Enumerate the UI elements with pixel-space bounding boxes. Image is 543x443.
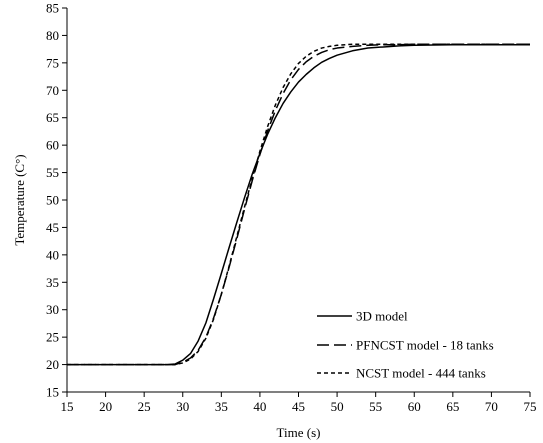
x-tick-label: 15: [61, 399, 74, 414]
y-tick-label: 20: [46, 357, 59, 372]
series-pfncst-model-line: [67, 43, 530, 366]
x-tick-label: 40: [253, 399, 266, 414]
y-tick-label: 35: [46, 275, 59, 290]
x-ticks: 15 20 25 30 35 40 45 50 55 60 65 70 75: [61, 392, 537, 414]
x-tick-label: 75: [524, 399, 537, 414]
series-ncst-model-line: [67, 43, 530, 366]
x-axis-title: Time (s): [277, 425, 321, 440]
x-tick-label: 45: [292, 399, 305, 414]
legend-label-pfncst-model: PFNCST model - 18 tanks: [356, 338, 494, 353]
y-tick-label: 15: [46, 385, 59, 400]
y-tick-label: 65: [46, 110, 59, 125]
x-tick-label: 55: [369, 399, 382, 414]
x-tick-label: 35: [215, 399, 228, 414]
y-tick-label: 45: [46, 220, 59, 235]
y-ticks: 15 20 25 30 35 40 45 50 55 60 65 70 75 80 85: [46, 1, 67, 400]
y-tick-label: 25: [46, 330, 59, 345]
y-axis-title: Temperature (C°): [12, 154, 27, 245]
y-tick-label: 60: [46, 138, 59, 153]
y-tick-label: 70: [46, 83, 59, 98]
x-tick-label: 70: [485, 399, 498, 414]
legend-label-3d-model: 3D model: [356, 309, 408, 324]
y-tick-label: 75: [46, 55, 59, 70]
y-tick-label: 55: [46, 165, 59, 180]
x-tick-label: 30: [176, 399, 189, 414]
legend-label-ncst-model: NCST model - 444 tanks: [356, 366, 486, 381]
y-tick-label: 30: [46, 302, 59, 317]
x-tick-label: 50: [331, 399, 344, 414]
y-tick-label: 50: [46, 193, 59, 208]
x-tick-label: 65: [446, 399, 459, 414]
y-tick-label: 80: [46, 28, 59, 43]
series-3d-model-line: [67, 44, 530, 366]
x-tick-label: 20: [99, 399, 112, 414]
legend: 3D model PFNCST model - 18 tanks NCST mo…: [317, 309, 494, 381]
y-tick-label: 85: [46, 1, 59, 16]
x-tick-label: 25: [138, 399, 151, 414]
axes: [66, 8, 530, 393]
x-tick-label: 60: [408, 399, 421, 414]
y-tick-label: 40: [46, 247, 59, 262]
series-layer: [67, 43, 530, 366]
